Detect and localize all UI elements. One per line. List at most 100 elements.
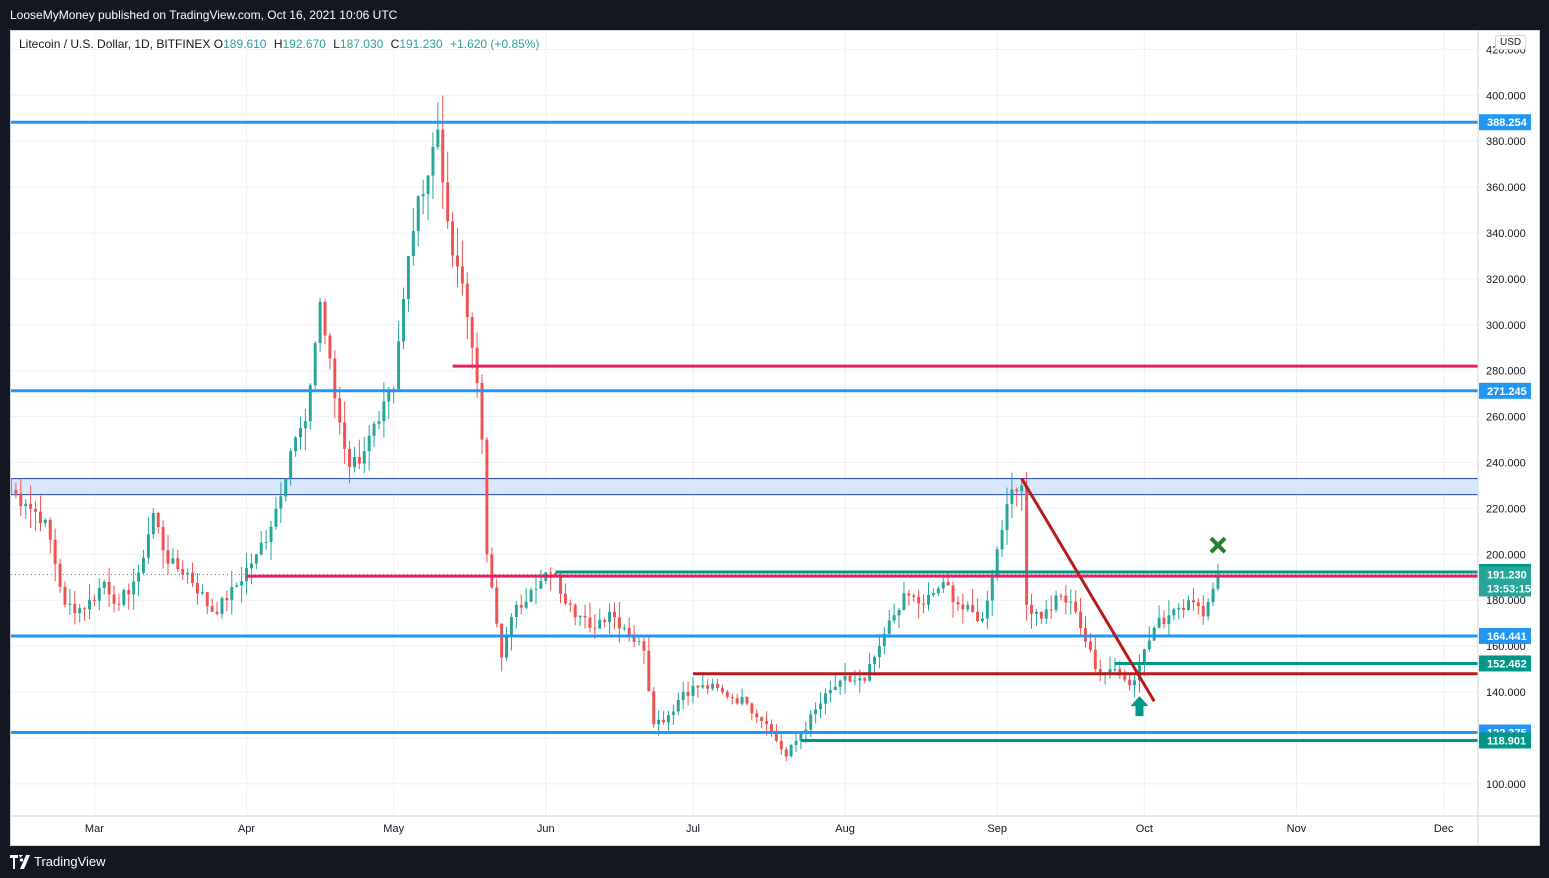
candle-body — [882, 633, 886, 647]
y-tick-label: 320.000 — [1486, 274, 1526, 286]
candle-body — [343, 422, 347, 449]
currency-button[interactable]: USD — [1495, 35, 1527, 50]
price-tag-label: 388.254 — [1487, 117, 1528, 129]
candle-body — [107, 581, 111, 595]
price-tag — [1479, 732, 1531, 749]
candle-body — [1020, 485, 1024, 492]
candle-body — [505, 636, 509, 658]
candle-body — [622, 627, 626, 629]
x-tick-label: Apr — [238, 823, 255, 835]
candle-body — [274, 508, 278, 527]
candle-body — [362, 451, 366, 464]
candle-body — [43, 519, 47, 524]
candle-body — [745, 697, 749, 704]
candlestick-chart[interactable]: 100.000120.000140.000160.000180.000200.0… — [11, 31, 1539, 845]
candle-body — [1167, 615, 1171, 625]
candle-body — [112, 594, 116, 604]
candle-body — [608, 611, 612, 622]
candle-body — [583, 615, 587, 618]
candle-body — [137, 572, 141, 582]
candle-body — [73, 603, 77, 614]
candle-body — [799, 733, 803, 741]
candle-body — [642, 641, 646, 651]
candle-body — [1162, 617, 1166, 625]
candle-body — [897, 609, 901, 616]
candle-body — [662, 719, 666, 723]
chart-panel[interactable]: 100.000120.000140.000160.000180.000200.0… — [10, 30, 1540, 846]
candle-body — [863, 678, 867, 681]
candle-body — [765, 721, 769, 725]
candle-body — [269, 526, 273, 543]
candle-body — [1187, 600, 1190, 611]
candle-body — [774, 731, 778, 741]
candle-body — [151, 513, 155, 535]
candle-body — [613, 611, 616, 618]
candle-body — [372, 423, 376, 436]
candle-body — [19, 493, 23, 507]
candle-body — [696, 685, 700, 688]
candle-body — [220, 597, 224, 614]
candle-body — [53, 539, 57, 564]
candle-body — [299, 428, 302, 438]
candle-body — [284, 478, 288, 497]
open-value: 189.610 — [223, 37, 267, 51]
candle-body — [78, 608, 82, 614]
candle-body — [38, 511, 42, 524]
candle-body — [941, 581, 945, 589]
y-tick-label: 380.000 — [1486, 136, 1526, 148]
symbol-title: Litecoin / U.S. Dollar, 1D, BITFINEX — [19, 37, 211, 51]
candle-body — [1093, 649, 1097, 670]
candle-body — [666, 715, 670, 723]
low-label: L — [333, 37, 340, 51]
candle-body — [195, 583, 199, 594]
candle-body — [259, 542, 263, 555]
candle-body — [328, 335, 332, 359]
candle-body — [971, 604, 975, 612]
candle-body — [97, 587, 101, 601]
publisher-header: LooseMyMoney published on TradingView.co… — [0, 0, 1549, 30]
price-tag-label: 118.901 — [1487, 735, 1526, 747]
candle-body — [249, 563, 253, 569]
candle-body — [294, 437, 298, 452]
y-tick-label: 400.000 — [1486, 90, 1526, 102]
candle-body — [117, 603, 121, 605]
candle-body — [264, 542, 268, 544]
candle-body — [88, 600, 91, 610]
candle-body — [1044, 609, 1048, 619]
x-tick-label: Mar — [85, 823, 104, 835]
tradingview-logo[interactable]: TradingView — [10, 854, 106, 869]
candle-body — [1030, 604, 1033, 614]
candle-body — [48, 519, 52, 540]
candle-body — [647, 650, 651, 692]
candle-body — [377, 421, 381, 424]
y-tick-label: 100.000 — [1486, 779, 1526, 791]
candle-body — [1113, 669, 1117, 671]
x-tick-label: Jun — [537, 823, 555, 835]
candle-body — [357, 457, 361, 464]
candle-body — [559, 575, 562, 594]
candle-body — [1157, 617, 1161, 628]
candle-body — [431, 147, 435, 176]
candle-body — [833, 686, 837, 691]
candle-body — [387, 392, 391, 402]
last-price-label: 191.230 — [1487, 569, 1527, 581]
candle-body — [617, 617, 621, 629]
candle-body — [352, 457, 356, 468]
candle-body — [416, 196, 420, 231]
candle-body — [1079, 611, 1083, 629]
candle-body — [230, 586, 234, 601]
candle-body — [539, 580, 543, 589]
price-tag-label: 152.462 — [1487, 658, 1527, 670]
candle-body — [1142, 649, 1146, 665]
price-tag — [1479, 114, 1531, 131]
candle-body — [1059, 595, 1063, 597]
candle-body — [441, 129, 445, 183]
candle-body — [279, 496, 283, 509]
x-tick-label: Jul — [686, 823, 700, 835]
price-tag-label: 271.245 — [1487, 386, 1527, 398]
candle-body — [593, 627, 597, 629]
price-tag-label: 164.441 — [1487, 631, 1527, 643]
y-tick-label: 260.000 — [1486, 412, 1526, 424]
candle-body — [235, 585, 239, 587]
candle-body — [313, 343, 317, 386]
